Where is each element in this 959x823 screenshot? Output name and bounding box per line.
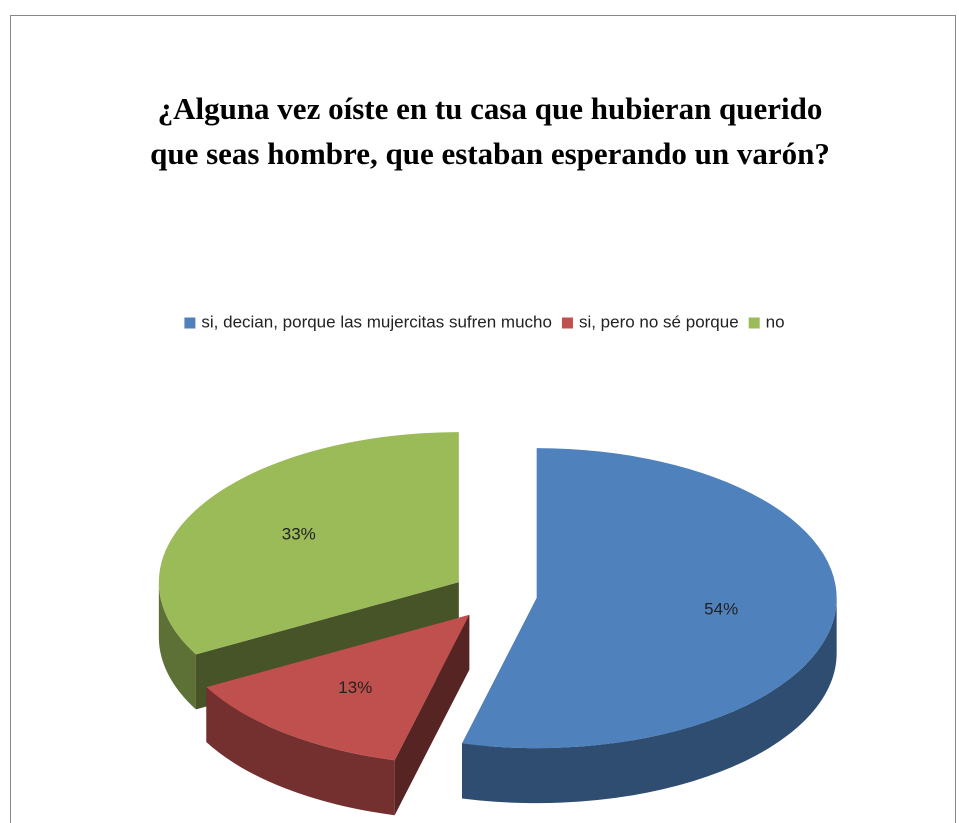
data-label: 54%	[704, 599, 738, 618]
data-label: 13%	[338, 678, 372, 697]
chart-title: ¿Alguna vez oíste en tu casa que hubiera…	[150, 91, 830, 171]
pie-face	[462, 448, 837, 749]
legend-label: si, decian, porque las mujercitas sufren…	[201, 312, 552, 331]
pie-face	[462, 598, 837, 804]
pie-face	[158, 582, 196, 710]
legend-label: no	[766, 312, 785, 331]
data-label: 33%	[282, 524, 316, 543]
legend-label: si, pero no sé porque	[579, 312, 739, 331]
legend-swatch	[561, 317, 573, 329]
pie-slice	[206, 614, 470, 816]
legend-swatch	[184, 317, 196, 329]
pie-face	[206, 687, 395, 816]
legend-swatch	[748, 317, 760, 329]
pie-face	[206, 614, 470, 761]
pie-face	[158, 432, 459, 655]
pie-slice	[462, 448, 837, 804]
